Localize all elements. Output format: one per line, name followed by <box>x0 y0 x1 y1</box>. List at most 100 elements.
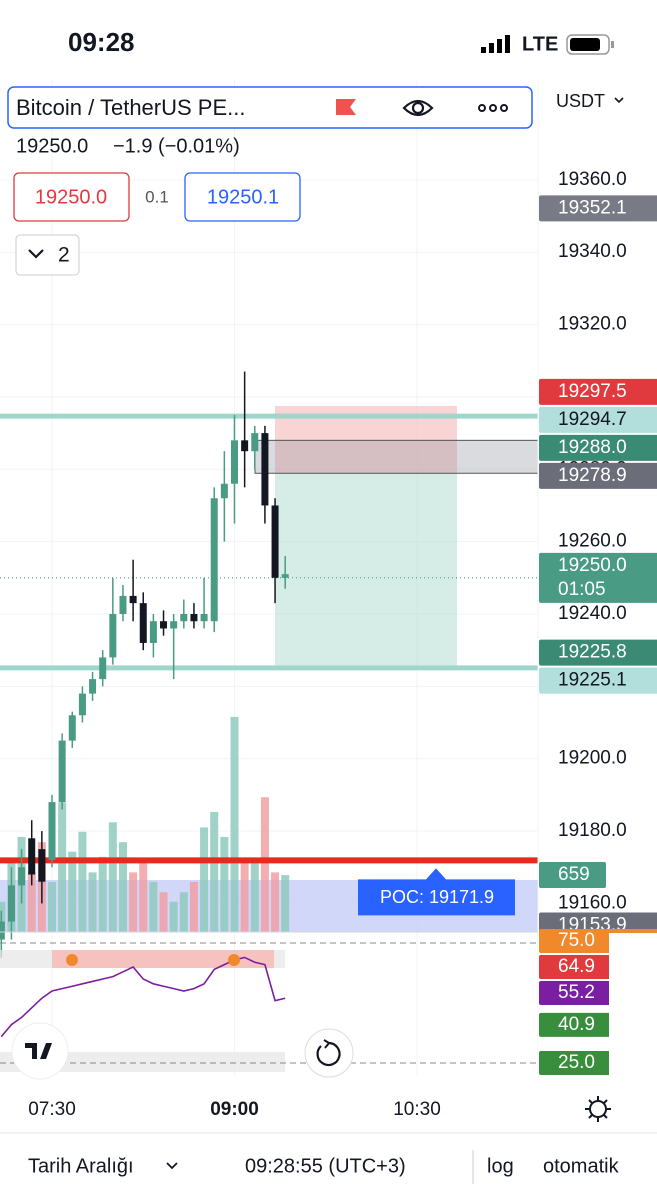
signal <box>481 35 510 53</box>
volume-bar <box>210 811 219 932</box>
candle-body <box>139 603 147 643</box>
volume-bar <box>230 716 239 932</box>
x-tick-label: 07:30 <box>28 1099 76 1120</box>
volume-bar <box>149 881 158 932</box>
x-tick-label: 09:00 <box>210 1099 259 1120</box>
eye-icon[interactable] <box>402 99 434 117</box>
volume-bar <box>200 827 209 932</box>
spread: 0.1 <box>145 187 169 206</box>
candle-body <box>231 440 238 484</box>
alert-dot <box>228 954 240 966</box>
date-range[interactable]: Tarih Aralığı <box>28 1155 134 1177</box>
candle-body <box>271 505 279 578</box>
rsi-band <box>0 1052 285 1072</box>
price-badge <box>539 195 657 222</box>
candle-body <box>18 867 26 886</box>
time-zone[interactable]: 09:28:55 (UTC+3) <box>245 1155 406 1177</box>
price-badge-label: 40.9 <box>558 1014 595 1035</box>
volume-bar <box>98 856 107 932</box>
volume-bar <box>189 881 198 932</box>
range-box <box>254 439 539 474</box>
last-price: 19250.0 <box>16 135 88 157</box>
log-toggle[interactable]: log <box>487 1155 514 1177</box>
volume-bar <box>88 872 97 932</box>
price-badge-label: 25.0 <box>558 1052 595 1073</box>
volume-bar <box>58 802 67 932</box>
flag-icon[interactable] <box>336 99 356 115</box>
price-badge-label: 19294.7 <box>558 409 627 430</box>
reset-button[interactable] <box>304 1028 354 1078</box>
price-badge-label: 64.9 <box>558 956 595 977</box>
volume-bar <box>68 851 77 932</box>
y-tick-label: 19360.0 <box>558 169 627 190</box>
price-change: −1.9 (−0.01%) <box>113 135 240 157</box>
auto-toggle[interactable]: otomatik <box>543 1155 620 1177</box>
buy-button[interactable] <box>184 172 301 222</box>
volume-bar <box>78 831 87 932</box>
candle-body <box>261 433 269 506</box>
price-badge <box>539 552 657 603</box>
symbol-search[interactable] <box>7 86 533 129</box>
y-tick-label: 19260.0 <box>558 531 627 552</box>
price-badge <box>539 462 657 489</box>
y-tick-label: 19180.0 <box>558 820 627 841</box>
logo[interactable] <box>11 1022 69 1080</box>
symbol[interactable]: Bitcoin / TetherUS PE... <box>16 95 245 120</box>
price-badge-label: 19352.1 <box>558 197 627 218</box>
candle-body <box>58 740 66 803</box>
candle-body <box>180 613 188 622</box>
volume-bar <box>169 901 178 932</box>
indicators-toggle[interactable] <box>15 234 80 276</box>
poc-tooltip <box>358 868 515 916</box>
candle-body <box>281 574 289 578</box>
volume-bar <box>281 875 290 932</box>
alert-dot <box>66 954 78 966</box>
battery <box>566 34 614 55</box>
volume-bar <box>48 881 56 932</box>
poc-label: POC: 19171.9 <box>380 887 494 907</box>
candle-body <box>38 849 46 882</box>
status-bar <box>0 0 657 80</box>
price-badge-label: 75.0 <box>558 930 595 951</box>
volume-bar <box>220 836 229 932</box>
candle-body <box>78 693 86 716</box>
indicator-count[interactable]: 2 <box>58 244 70 267</box>
price-badge <box>539 639 657 666</box>
candle-body <box>28 838 36 875</box>
price-badge-label: 19288.0 <box>558 437 627 458</box>
candle-body <box>190 613 198 622</box>
price-badge-label: 19225.1 <box>558 670 627 691</box>
volume-bar <box>271 872 280 932</box>
volume-bar <box>179 892 188 932</box>
price-badge-label: 19250.0 <box>558 555 627 576</box>
more-icon[interactable] <box>478 104 508 112</box>
price-badge-label: 19297.5 <box>558 381 627 402</box>
candle-body <box>109 613 117 658</box>
candle-body <box>220 483 228 499</box>
currency-caret <box>614 97 624 104</box>
logo-mark <box>25 1043 52 1059</box>
volume-bar <box>118 842 127 932</box>
candle-body <box>0 921 5 940</box>
y-tick-label: 19240.0 <box>558 603 627 624</box>
x-tick-label: 10:30 <box>393 1099 441 1120</box>
ask[interactable]: 19250.1 <box>207 186 279 208</box>
candle-body <box>160 621 168 629</box>
candle-body <box>251 433 259 452</box>
volume-bar <box>129 872 138 932</box>
volume-bar <box>0 901 6 932</box>
volume-bar <box>240 862 249 932</box>
settings-icon[interactable] <box>585 1096 611 1122</box>
volume-badge <box>539 862 606 889</box>
candle-body <box>241 440 249 452</box>
volume-bar <box>250 862 259 932</box>
y-tick-label: 19320.0 <box>558 314 627 335</box>
candle-body <box>99 657 107 680</box>
y-tick-label: 19340.0 <box>558 241 627 262</box>
sell-button[interactable] <box>13 172 130 222</box>
price-badge <box>539 667 657 694</box>
currency[interactable]: USDT <box>556 91 605 111</box>
price-badge-label: 19278.9 <box>558 465 627 486</box>
bid[interactable]: 19250.0 <box>35 186 107 208</box>
rsi-band <box>52 950 274 968</box>
